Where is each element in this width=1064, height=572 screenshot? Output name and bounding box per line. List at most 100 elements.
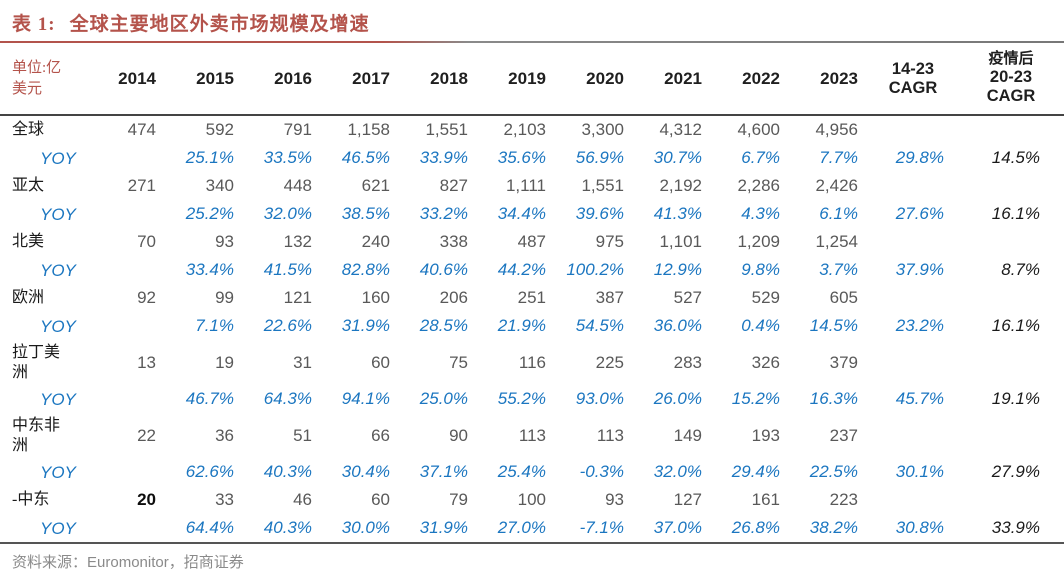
value-cell: 13 (137, 352, 156, 372)
region-row: 北美 70 93 132 240 338 487 975 1,101 1,209 1,254 (0, 228, 1064, 256)
value-cell: 340 (205, 176, 234, 196)
row-label: YOY (40, 204, 76, 224)
value-cell: 15.2% (731, 389, 780, 409)
value-cell: 2,192 (659, 176, 702, 196)
value-cell: 33.5% (263, 148, 312, 168)
value-cell: 1,158 (347, 120, 390, 140)
value-cell: 28.5% (419, 316, 468, 336)
value-cell (958, 340, 1064, 385)
value-cell: 2,286 (737, 176, 780, 196)
value-cell: 827 (439, 176, 468, 196)
row-label: 拉丁美洲 (0, 340, 88, 385)
value-cell (88, 385, 166, 413)
value-cell (88, 514, 166, 545)
value-cell: 2,103 (503, 120, 546, 140)
row-label-text: 中东非洲 (12, 416, 61, 454)
value-cell: 21.9% (497, 316, 546, 336)
value-cell: 41.3% (653, 204, 702, 224)
value-cell: 621 (361, 176, 390, 196)
value-cell: 25.1% (185, 148, 234, 168)
unit-line2: 美元 (12, 80, 43, 97)
value-cell: 3.7% (819, 260, 858, 280)
value-cell: 94.1% (341, 389, 390, 409)
value-cell: 39.6% (575, 204, 624, 224)
year-header: 2015 (166, 43, 244, 117)
value-cell: 25.2% (185, 204, 234, 224)
value-cell: 32.0% (653, 462, 702, 482)
value-cell: 7.1% (195, 316, 234, 336)
value-cell: 31 (293, 352, 312, 372)
value-cell: 99 (215, 288, 234, 308)
value-cell (958, 413, 1064, 458)
value-cell: 31.9% (400, 514, 478, 545)
value-cell: 60 (371, 490, 390, 510)
region-row: 全球 474 592 791 1,158 1,551 2,103 3,300 4,312 4,60… (0, 115, 1064, 144)
value-cell: 75 (449, 352, 468, 372)
value-cell: 791 (283, 120, 312, 140)
value-cell: 38.2% (790, 514, 868, 545)
source-label: 资料来源： (12, 555, 88, 572)
row-label: 北美 (12, 233, 45, 251)
region-row: 中东非洲 22 36 51 66 90 113 113 149 193 237 (0, 413, 1064, 458)
value-cell: 19.1% (991, 389, 1040, 409)
value-cell: 14.5% (809, 316, 858, 336)
value-cell: 4.3% (741, 204, 780, 224)
unit-header: 单位:亿 美元 (0, 43, 88, 117)
value-cell: 44.2% (497, 260, 546, 280)
value-cell: 19 (215, 352, 234, 372)
value-cell: 25.0% (419, 389, 468, 409)
value-cell: 90 (449, 425, 468, 445)
value-cell (958, 228, 1064, 256)
value-cell: 8.7% (1001, 260, 1040, 280)
value-cell: 23.2% (895, 316, 944, 336)
value-cell (88, 312, 166, 340)
value-cell: 271 (127, 176, 156, 196)
value-cell: 30.7% (653, 148, 702, 168)
value-cell (868, 172, 958, 200)
row-label: YOY (40, 316, 76, 336)
value-cell: 237 (829, 425, 858, 445)
value-cell: 206 (439, 288, 468, 308)
value-cell: 0.4% (741, 316, 780, 336)
value-cell: 27.9% (991, 462, 1040, 482)
value-cell: 82.8% (341, 260, 390, 280)
row-label: 欧洲 (12, 289, 45, 307)
value-cell: 4,312 (659, 120, 702, 140)
value-cell: 26.8% (712, 514, 790, 545)
value-cell: 240 (361, 232, 390, 252)
value-cell: 64.3% (263, 389, 312, 409)
region-row: 亚太 271 340 448 621 827 1,111 1,551 2,192 2,286 2,4… (0, 172, 1064, 200)
value-cell: 26.0% (653, 389, 702, 409)
value-cell: 12.9% (653, 260, 702, 280)
year-header: 2017 (322, 43, 400, 117)
value-cell: 62.6% (185, 462, 234, 482)
value-cell: 251 (517, 288, 546, 308)
value-cell: 9.8% (741, 260, 780, 280)
value-cell: 20 (137, 490, 156, 510)
value-cell: 326 (751, 352, 780, 372)
value-cell: 605 (829, 288, 858, 308)
value-cell: 16.1% (991, 316, 1040, 336)
value-cell: 4,956 (815, 120, 858, 140)
value-cell: 32.0% (263, 204, 312, 224)
post-covid-cagr-header: 疫情后 20-23 CAGR (958, 43, 1064, 117)
value-cell: 22 (137, 425, 156, 445)
value-cell: 283 (673, 352, 702, 372)
year-header: 2020 (556, 43, 634, 117)
value-cell: 41.5% (263, 260, 312, 280)
yoy-row: YOY 64.4% 40.3% 30.0% 31.9% 27.0% -7.1% 37.0% 26… (0, 514, 1064, 545)
value-cell (958, 284, 1064, 312)
value-cell: 592 (205, 120, 234, 140)
value-cell (868, 228, 958, 256)
value-cell: 34.4% (497, 204, 546, 224)
title-underline (0, 41, 1064, 43)
row-label: YOY (0, 514, 88, 545)
value-cell: 33.4% (185, 260, 234, 280)
row-label: 亚太 (12, 177, 45, 195)
value-cell: 27.0% (478, 514, 556, 545)
value-cell (868, 486, 958, 514)
value-cell: 2,426 (815, 176, 858, 196)
yoy-row: YOY 46.7% 64.3% 94.1% 25.0% 55.2% 93.0% 26.0% 15… (0, 385, 1064, 413)
value-cell: 113 (518, 425, 546, 445)
